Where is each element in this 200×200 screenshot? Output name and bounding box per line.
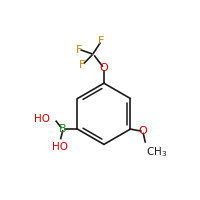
Text: F: F [98, 36, 104, 46]
Text: O: O [100, 63, 108, 73]
Text: HO: HO [52, 142, 68, 152]
Text: F: F [76, 45, 82, 55]
Text: HO: HO [34, 114, 50, 124]
Text: CH$_3$: CH$_3$ [146, 145, 167, 159]
Text: B: B [59, 124, 66, 134]
Text: F: F [79, 60, 85, 70]
Text: O: O [139, 126, 148, 136]
